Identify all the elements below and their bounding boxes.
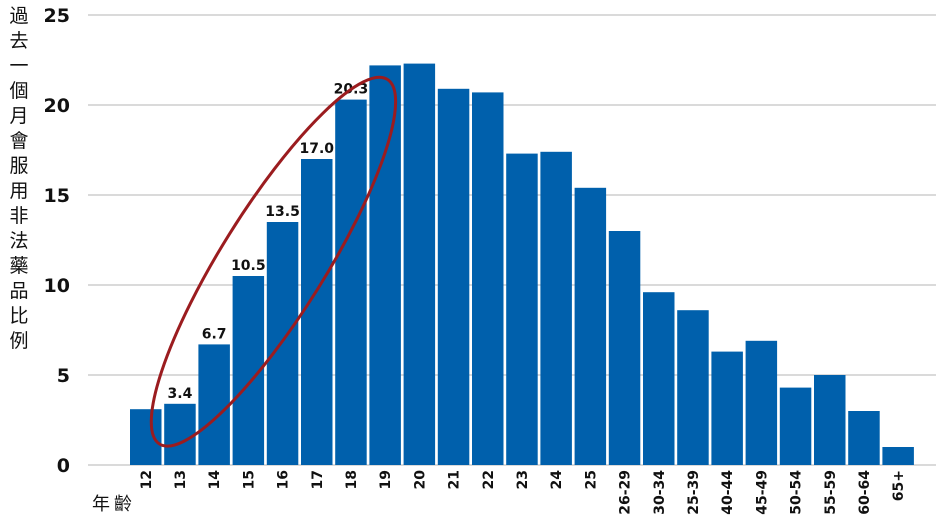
bar (882, 447, 914, 465)
data-label: 13.5 (265, 204, 300, 220)
x-tick-label: 24 (549, 470, 565, 490)
bar (506, 153, 538, 465)
x-tick-label: 25-39 (686, 470, 702, 515)
bar (540, 151, 572, 466)
bar (198, 344, 230, 465)
x-tick-label: 12 (139, 470, 155, 489)
x-tick-label: 40-44 (720, 470, 736, 515)
bar (301, 159, 333, 465)
data-label: 3.4 (168, 386, 193, 402)
x-tick-label: 19 (378, 470, 394, 489)
x-tick-label: 25 (583, 470, 599, 489)
x-tick-label: 50-54 (789, 470, 805, 515)
y-tick-label: 10 (44, 275, 70, 297)
data-label: 17.0 (299, 141, 334, 157)
bar (643, 292, 675, 465)
x-tick-label: 23 (515, 470, 531, 489)
bar (437, 88, 470, 466)
x-tick-label: 18 (344, 470, 360, 489)
x-tick-label: 45-49 (754, 470, 770, 515)
bar (164, 403, 196, 465)
x-tick-label: 30-34 (652, 470, 668, 515)
bar (574, 187, 607, 466)
x-tick-label: 17 (310, 470, 326, 489)
bar (335, 99, 367, 465)
bar (711, 351, 743, 465)
x-tick-label: 22 (481, 470, 497, 489)
bars (130, 63, 914, 466)
bar (745, 340, 778, 465)
data-label: 6.7 (202, 326, 227, 342)
bar (130, 409, 162, 465)
y-tick-label: 15 (44, 185, 70, 207)
data-labels: 3.46.710.513.517.020.3 (168, 82, 369, 402)
bar (608, 231, 641, 465)
y-tick-label: 20 (44, 95, 70, 117)
bar (779, 387, 812, 465)
x-tick-label: 55-59 (823, 470, 839, 515)
data-label: 10.5 (231, 258, 266, 274)
x-tick-label: 26-29 (618, 470, 634, 515)
bar (369, 65, 401, 466)
x-tick-label: 60-64 (857, 470, 873, 515)
highlight-ellipse (149, 75, 398, 448)
bar (472, 92, 504, 466)
x-tick-label: 65+ (891, 470, 907, 501)
bar (677, 310, 709, 465)
x-axis-title: 年齡 (92, 494, 136, 515)
y-tick-labels: 0 5 10 15 20 25 (44, 5, 70, 477)
y-axis-title: 過去一個月會服用非法藥品比例 (9, 5, 29, 352)
x-tick-label: 20 (412, 470, 428, 490)
x-tick-label: 16 (276, 470, 292, 489)
bar (403, 63, 436, 465)
bar (848, 411, 880, 465)
y-tick-label: 0 (57, 455, 70, 477)
x-tick-labels: 12 13 14 15 16 17 18 19 20 21 22 23 24 25 26-29 30-34 25… (139, 470, 907, 515)
x-tick-label: 21 (447, 470, 463, 489)
x-tick-label: 14 (207, 470, 223, 490)
bar (814, 375, 846, 465)
x-tick-label: 13 (173, 470, 189, 489)
y-tick-label: 5 (57, 365, 70, 387)
x-tick-label: 15 (241, 470, 257, 489)
y-tick-label: 25 (44, 5, 70, 27)
